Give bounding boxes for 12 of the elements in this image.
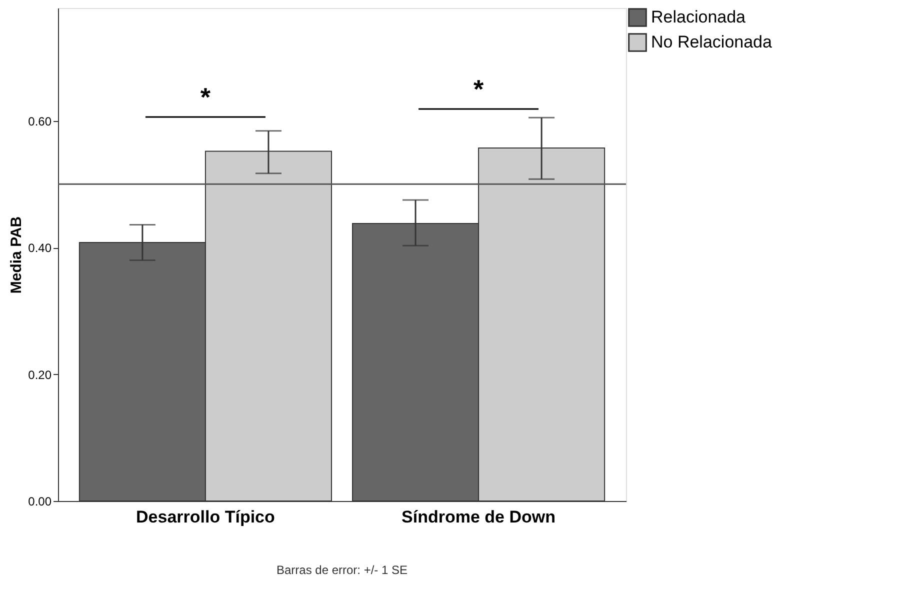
- text: Barras de error: +/- 1 SE: [276, 563, 408, 577]
- y-tick-label: 0.60: [28, 114, 52, 128]
- legend-label: Relacionada: [651, 8, 746, 26]
- x-tick-label: Síndrome de Down: [402, 508, 556, 526]
- y-tick-label: 0.40: [28, 241, 52, 256]
- annotation: *: [473, 74, 484, 104]
- x-tick-label: Desarrollo Típico: [136, 508, 275, 526]
- y-tick-label: 0.20: [28, 368, 52, 382]
- y-tick-label: 0.00: [28, 494, 52, 508]
- annotation: *: [200, 82, 212, 112]
- legend-label: No Relacionada: [651, 32, 773, 52]
- y-axis-title: Media PAB: [8, 216, 26, 294]
